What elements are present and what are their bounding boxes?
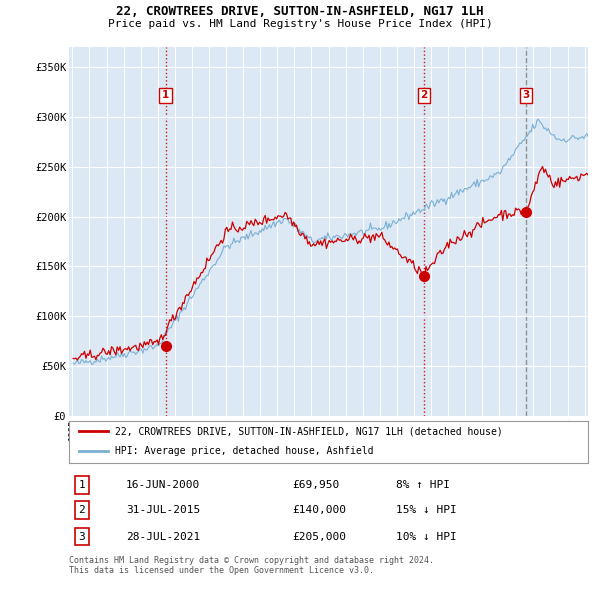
Text: HPI: Average price, detached house, Ashfield: HPI: Average price, detached house, Ashf… — [115, 446, 373, 456]
Text: 16-JUN-2000: 16-JUN-2000 — [126, 480, 200, 490]
Text: 28-JUL-2021: 28-JUL-2021 — [126, 532, 200, 542]
Text: 8% ↑ HPI: 8% ↑ HPI — [396, 480, 450, 490]
Text: 1: 1 — [162, 90, 169, 100]
Text: 22, CROWTREES DRIVE, SUTTON-IN-ASHFIELD, NG17 1LH (detached house): 22, CROWTREES DRIVE, SUTTON-IN-ASHFIELD,… — [115, 427, 502, 436]
Text: 3: 3 — [523, 90, 530, 100]
Text: 22, CROWTREES DRIVE, SUTTON-IN-ASHFIELD, NG17 1LH: 22, CROWTREES DRIVE, SUTTON-IN-ASHFIELD,… — [116, 5, 484, 18]
Text: 2: 2 — [420, 90, 427, 100]
Text: Contains HM Land Registry data © Crown copyright and database right 2024.
This d: Contains HM Land Registry data © Crown c… — [69, 556, 434, 575]
Text: 10% ↓ HPI: 10% ↓ HPI — [396, 532, 457, 542]
Text: 3: 3 — [79, 532, 85, 542]
Text: Price paid vs. HM Land Registry's House Price Index (HPI): Price paid vs. HM Land Registry's House … — [107, 19, 493, 29]
Text: 31-JUL-2015: 31-JUL-2015 — [126, 505, 200, 514]
Text: £140,000: £140,000 — [292, 505, 346, 514]
Text: £205,000: £205,000 — [292, 532, 346, 542]
Text: £69,950: £69,950 — [292, 480, 340, 490]
Text: 2: 2 — [79, 505, 85, 514]
Text: 15% ↓ HPI: 15% ↓ HPI — [396, 505, 457, 514]
Text: 1: 1 — [79, 480, 85, 490]
